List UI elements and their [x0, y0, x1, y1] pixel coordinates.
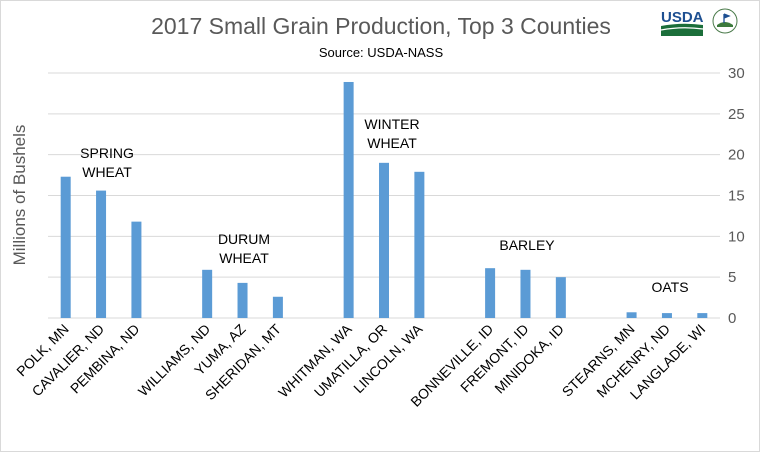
bar	[343, 81, 354, 318]
bar	[202, 269, 213, 318]
agriculture-counts-seal	[712, 8, 738, 34]
bar	[661, 313, 672, 318]
y-axis-label: Millions of Bushels	[10, 125, 29, 266]
bar	[520, 269, 531, 318]
bar	[131, 221, 142, 318]
y-tick-label: 30	[728, 65, 745, 82]
bar	[60, 176, 71, 318]
group-label: WHEAT	[367, 135, 417, 151]
bar	[96, 190, 107, 318]
group-label: WHEAT	[82, 164, 132, 180]
y-tick-label: 20	[728, 147, 745, 164]
y-tick-label: 0	[728, 310, 736, 327]
chart-title: 2017 Small Grain Production, Top 3 Count…	[151, 13, 611, 39]
group-label: WHEAT	[219, 250, 269, 266]
y-tick-label: 5	[728, 269, 736, 286]
group-label: BARLEY	[499, 237, 555, 253]
usda-logo: USDA	[660, 9, 704, 36]
y-tick-label: 25	[728, 106, 745, 123]
bar	[237, 282, 248, 318]
bar	[379, 162, 389, 318]
group-label: WINTER	[364, 116, 419, 132]
bar	[414, 171, 425, 318]
group-label: SPRING	[80, 145, 134, 161]
bar	[626, 312, 637, 318]
chart-subtitle: Source: USDA-NASS	[318, 45, 444, 60]
bar	[272, 296, 283, 318]
svg-text:USDA: USDA	[661, 9, 704, 26]
group-label: OATS	[651, 279, 688, 295]
bar	[697, 313, 708, 318]
bar	[485, 268, 496, 318]
y-tick-label: 15	[728, 188, 745, 205]
bar	[555, 277, 566, 318]
group-label: DURUM	[218, 231, 270, 247]
y-tick-label: 10	[728, 228, 745, 245]
